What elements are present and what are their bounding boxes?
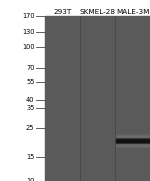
Text: 55: 55 <box>26 79 34 85</box>
Text: 293T: 293T <box>53 9 72 15</box>
Bar <box>45 16 150 181</box>
Text: 15: 15 <box>26 154 34 160</box>
Bar <box>116 134 149 135</box>
Text: 100: 100 <box>22 44 34 50</box>
Bar <box>116 137 149 138</box>
Text: 35: 35 <box>26 105 34 111</box>
Text: 130: 130 <box>22 29 34 35</box>
Bar <box>116 147 149 148</box>
Text: 170: 170 <box>22 13 34 19</box>
Bar <box>116 136 149 137</box>
Text: 70: 70 <box>26 65 34 71</box>
Text: 10: 10 <box>26 178 34 181</box>
Text: 25: 25 <box>26 125 34 131</box>
Text: SKMEL-28: SKMEL-28 <box>80 9 116 15</box>
Bar <box>116 145 149 146</box>
Bar <box>116 133 149 134</box>
Bar <box>116 143 149 144</box>
Text: 40: 40 <box>26 97 34 103</box>
Bar <box>116 135 149 136</box>
Bar <box>116 144 149 145</box>
Bar <box>116 146 149 147</box>
Text: MALE-3M: MALE-3M <box>116 9 149 15</box>
